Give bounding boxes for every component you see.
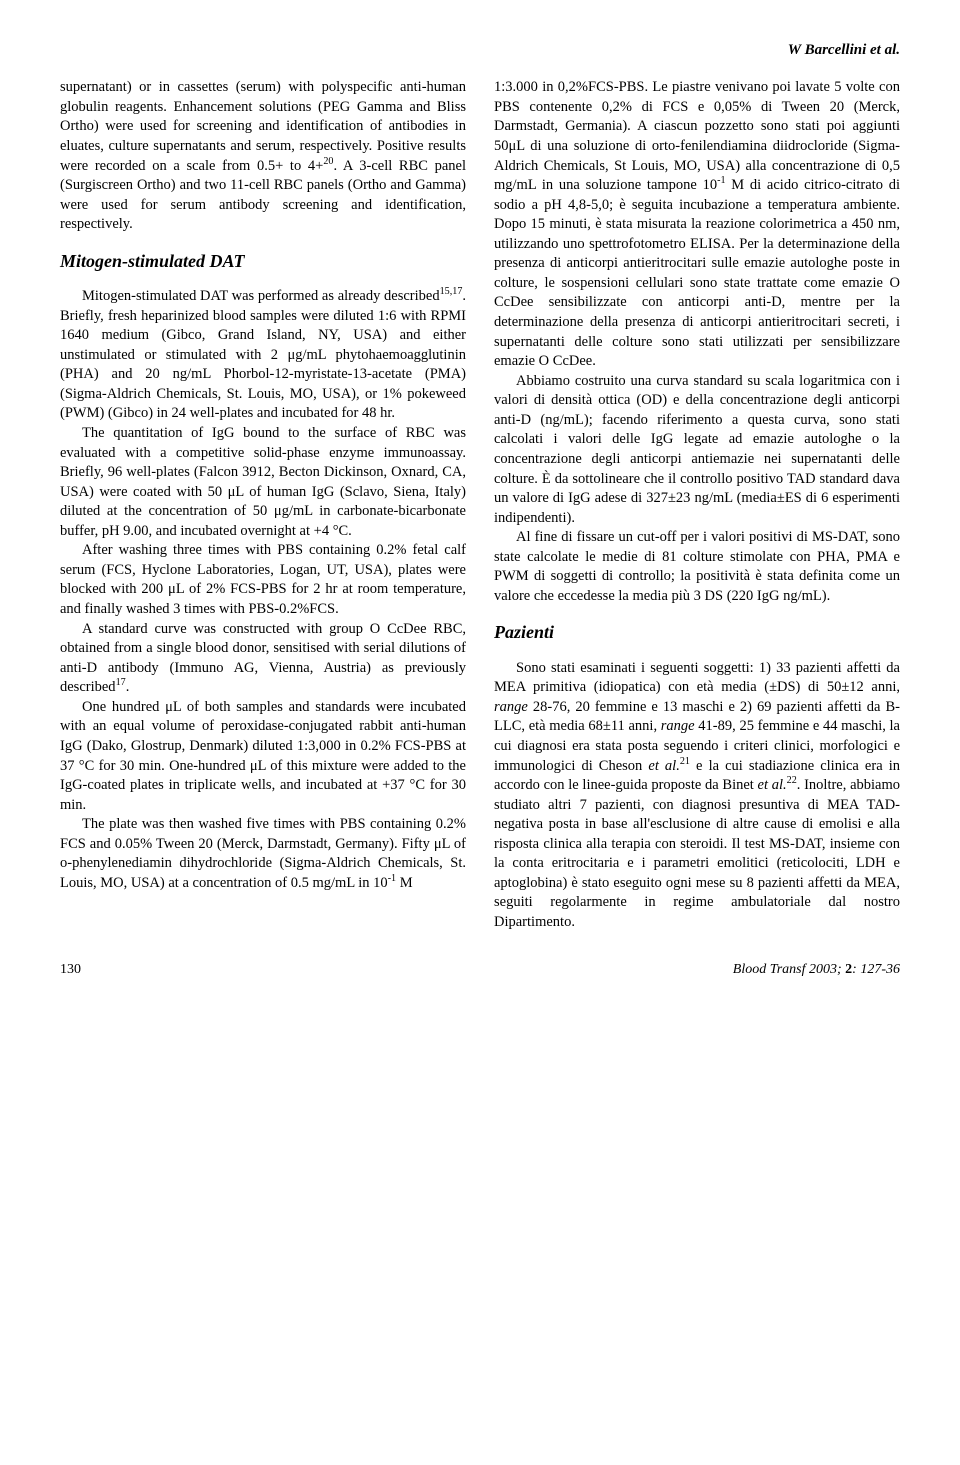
body-paragraph: Abbiamo costruito una curva standard su … bbox=[494, 372, 900, 529]
body-paragraph: Al fine di fissare un cut-off per i valo… bbox=[494, 528, 900, 606]
section-heading: Pazienti bbox=[494, 620, 900, 644]
body-paragraph: 1:3.000 in 0,2%FCS-PBS. Le piastre veniv… bbox=[494, 78, 900, 371]
journal-citation: Blood Transf 2003; 2: 127-36 bbox=[733, 961, 900, 980]
two-column-layout: supernatant) or in cassettes (serum) wit… bbox=[60, 78, 900, 932]
text-run-italic: et al. bbox=[758, 777, 787, 793]
body-paragraph: Mitogen-stimulated DAT was performed as … bbox=[60, 287, 466, 424]
body-paragraph: One hundred μL of both samples and stand… bbox=[60, 698, 466, 815]
text-run-italic: et al. bbox=[648, 758, 679, 774]
journal-name: Blood Transf 2003; bbox=[733, 962, 845, 977]
text-run-italic: range bbox=[494, 699, 528, 715]
body-paragraph: The plate was then washed five times wit… bbox=[60, 815, 466, 893]
section-heading: Mitogen-stimulated DAT bbox=[60, 249, 466, 273]
body-paragraph: supernatant) or in cassettes (serum) wit… bbox=[60, 78, 466, 235]
body-paragraph: The quantitation of IgG bound to the sur… bbox=[60, 424, 466, 541]
page-range: : 127-36 bbox=[852, 962, 900, 977]
page-number: 130 bbox=[60, 961, 81, 980]
body-paragraph: After washing three times with PBS conta… bbox=[60, 541, 466, 619]
body-paragraph: Sono stati esaminati i seguenti soggetti… bbox=[494, 659, 900, 933]
right-column: 1:3.000 in 0,2%FCS-PBS. Le piastre veniv… bbox=[494, 78, 900, 932]
left-column: supernatant) or in cassettes (serum) wit… bbox=[60, 78, 466, 932]
text-run: Sono stati esaminati i seguenti soggetti… bbox=[494, 660, 900, 696]
page-footer: 130 Blood Transf 2003; 2: 127-36 bbox=[60, 961, 900, 980]
running-head: W Barcellini et al. bbox=[60, 40, 900, 60]
text-run-italic: range bbox=[661, 718, 695, 734]
body-paragraph: A standard curve was constructed with gr… bbox=[60, 620, 466, 698]
